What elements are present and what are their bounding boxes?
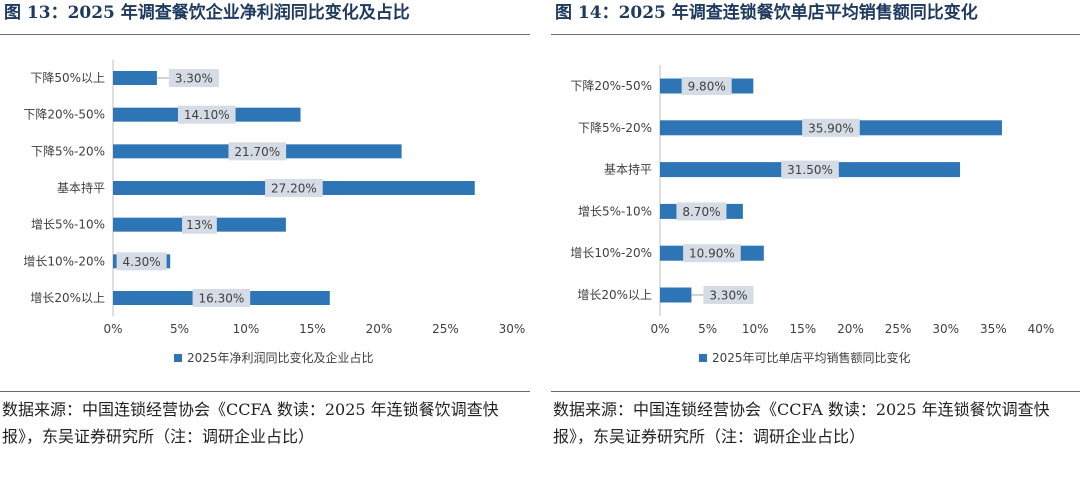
source-note: 数据来源：中国连锁经营协会《CCFA 数读：2025 年连锁餐饮调查快报》，东吴… [553,400,1050,446]
data-label: 21.70% [234,145,280,159]
data-label-box [177,105,236,124]
category-label: 下降5%-20% [31,144,105,158]
x-tick-label: 25% [885,322,912,336]
figure-14: 图 14：2025 年调查连锁餐饮单店平均销售额同比变化 下降20%-50% 9.… [551,0,1080,488]
category-label: 下降20%-50% [570,79,652,93]
data-label: 14.10% [184,108,230,122]
data-label: 27.20% [271,182,317,196]
data-label-box [116,252,167,271]
data-label-box [192,289,251,307]
title-rule [551,34,1080,35]
category-label: 增长10%-20% [23,254,105,268]
x-tick-label: 30% [932,322,959,336]
source-note: 数据来源：中国连锁经营协会《CCFA 数读：2025 年连锁餐饮调查快报》，东吴… [2,400,499,446]
data-label: 3.30% [709,289,747,303]
category-label: 增长20%以上 [577,288,652,302]
x-tick-label: 5% [698,322,717,336]
category-label: 增长5%-10% [578,204,652,218]
data-label-box [265,179,323,197]
data-label: 10.90% [689,247,735,261]
data-label-box [703,286,754,304]
x-tick-label: 0% [103,322,122,336]
data-label-box [681,77,732,95]
title-rule [0,34,530,35]
data-label: 9.80% [688,80,726,94]
data-label-box [802,118,860,137]
source-rule [0,391,530,392]
source-rule [551,391,1080,392]
category-label: 增长20%以上 [30,291,105,305]
figure-13: 图 13：2025 年调查餐饮企业净利润同比变化及占比 下降50%以上 3.30%… [0,0,530,488]
store-sales-bar-chart: 下降20%-50% 9.80% 下降5%-20% 35.90% 基本持平 31.50% 增长… [570,65,1055,365]
legend-swatch [174,354,182,362]
data-label: 3.30% [175,72,213,86]
category-label: 下降5%-20% [578,121,652,135]
category-label: 基本持平 [57,180,105,195]
data-label-box [228,142,287,161]
category-label: 基本持平 [604,162,652,177]
x-tick-label: 10% [233,322,260,336]
x-tick-label: 0% [650,322,669,336]
x-tick-label: 20% [837,322,864,336]
category-label: 下降50%以上 [30,71,105,85]
data-label: 4.30% [123,255,161,269]
x-tick-label: 15% [790,322,817,336]
category-label: 增长10%-20% [570,246,652,260]
data-label: 35.90% [808,121,854,135]
data-label: 16.30% [199,292,245,306]
data-label-box [182,215,217,234]
legend-swatch [699,354,707,362]
x-tick-label: 30% [499,322,526,336]
data-label: 31.50% [787,163,833,177]
x-tick-label: 20% [366,322,393,336]
x-tick-label: 40% [1028,322,1055,336]
category-label: 下降20%-50% [23,108,105,122]
x-tick-label: 5% [170,322,189,336]
figure-title: 图 14：2025 年调查连锁餐饮单店平均销售额同比变化 [555,3,978,23]
x-tick-label: 25% [432,322,459,336]
data-label: 13% [186,218,213,232]
data-label: 8.70% [682,205,720,219]
x-tick-label: 15% [299,322,326,336]
net-profit-bar-chart: 下降50%以上 3.30% 下降20%-50% 14.10% 下降5%-20% 21.70… [23,59,526,365]
data-label-box [168,69,219,87]
figure-title: 图 13：2025 年调查餐饮企业净利润同比变化及占比 [4,3,410,23]
x-tick-label: 35% [980,322,1007,336]
bar [660,287,692,303]
legend-label: 2025年可比单店平均销售额同比变化 [712,350,911,365]
x-tick-label: 10% [742,322,769,336]
category-label: 增长5%-10% [31,218,105,232]
legend-label: 2025年净利润同比变化及企业占比 [187,350,374,365]
data-label-box [676,202,727,221]
data-label-box [781,160,839,179]
bar [113,71,157,85]
data-label-box [683,244,741,263]
